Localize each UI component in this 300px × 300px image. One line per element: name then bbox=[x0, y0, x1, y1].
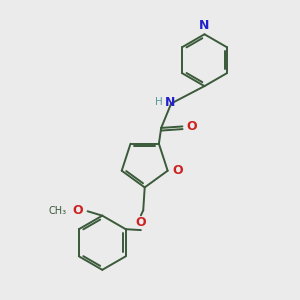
Text: N: N bbox=[164, 96, 175, 109]
Text: O: O bbox=[136, 216, 146, 229]
Text: CH₃: CH₃ bbox=[49, 206, 67, 216]
Text: N: N bbox=[199, 19, 210, 32]
Text: O: O bbox=[73, 204, 83, 217]
Text: O: O bbox=[172, 164, 183, 177]
Text: O: O bbox=[186, 120, 197, 133]
Text: H: H bbox=[155, 97, 163, 107]
